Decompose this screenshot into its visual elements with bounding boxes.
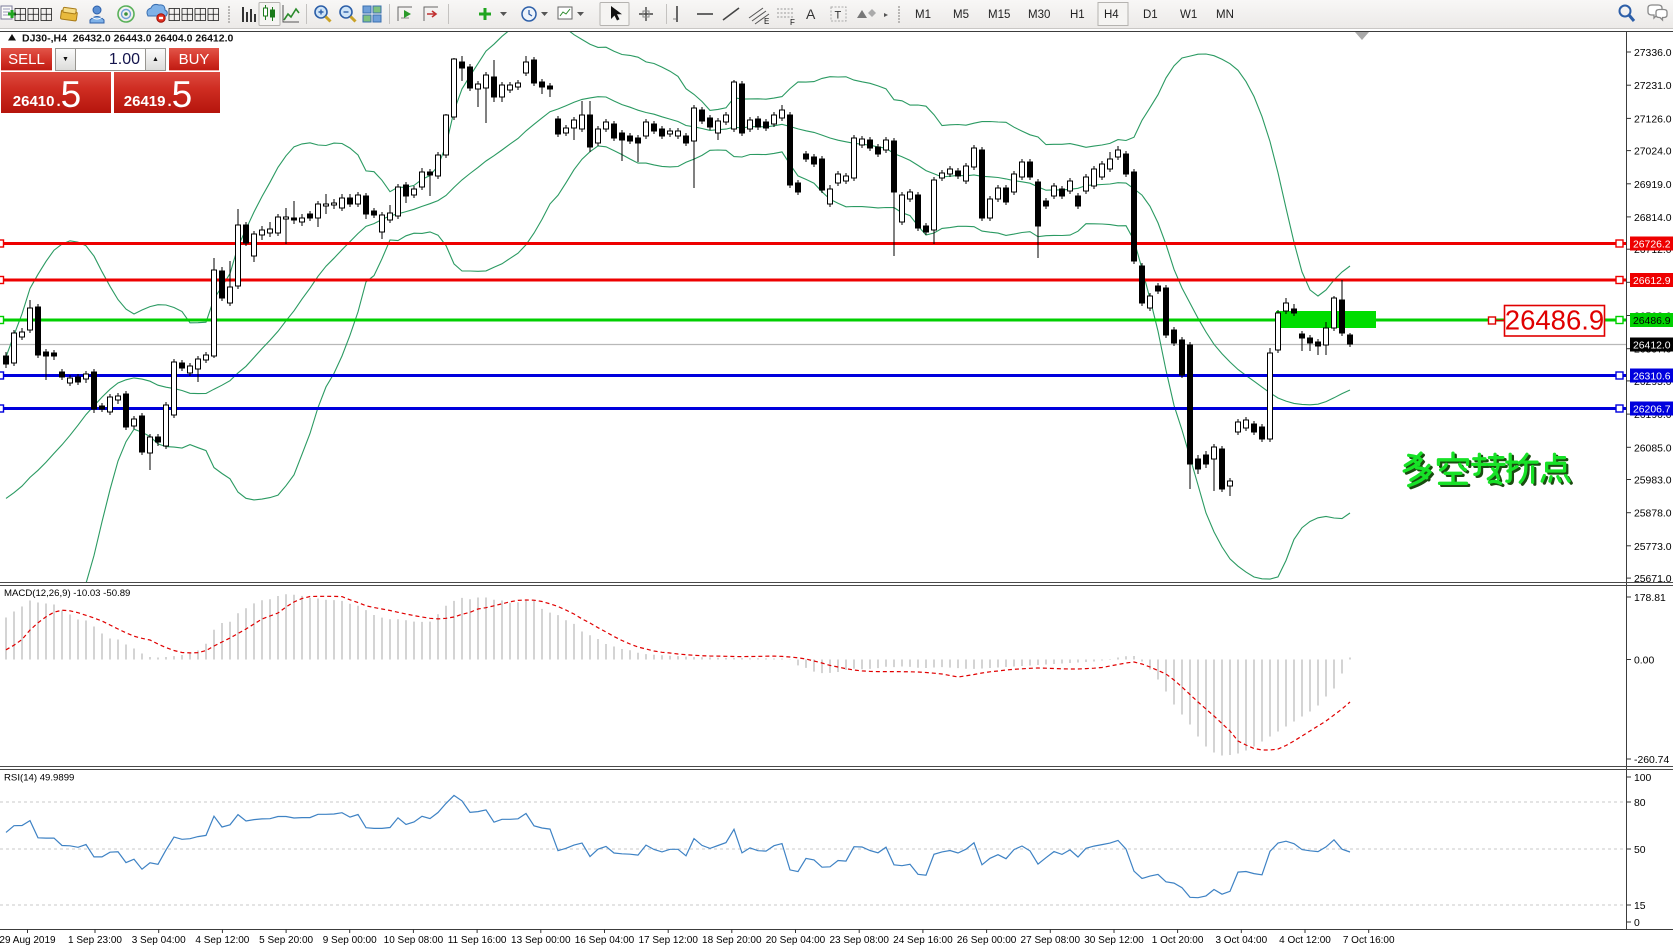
svg-text:13 Sep 00:00: 13 Sep 00:00 xyxy=(511,935,571,946)
svg-text:D1: D1 xyxy=(1143,9,1158,21)
svg-text:30 Sep 12:00: 30 Sep 12:00 xyxy=(1084,935,1144,946)
svg-text:T: T xyxy=(835,10,842,22)
svg-text:15: 15 xyxy=(1634,901,1646,912)
svg-text:26310.6: 26310.6 xyxy=(1633,372,1671,383)
svg-text:178.81: 178.81 xyxy=(1634,593,1666,604)
svg-text:3 Sep 04:00: 3 Sep 04:00 xyxy=(132,935,186,946)
svg-text:23 Sep 08:00: 23 Sep 08:00 xyxy=(829,935,889,946)
svg-text:80: 80 xyxy=(1634,798,1646,809)
svg-text:26919.0: 26919.0 xyxy=(1634,180,1672,191)
svg-text:26190.0: 26190.0 xyxy=(1634,410,1672,421)
svg-text:0.00: 0.00 xyxy=(1634,656,1654,667)
svg-text:17 Sep 12:00: 17 Sep 12:00 xyxy=(638,935,698,946)
svg-text:27231.0: 27231.0 xyxy=(1634,81,1672,92)
svg-text:26726.2: 26726.2 xyxy=(1633,240,1671,251)
svg-text:A: A xyxy=(806,6,816,22)
svg-text:27336.0: 27336.0 xyxy=(1634,48,1672,59)
svg-text:26712.0: 26712.0 xyxy=(1634,245,1672,256)
svg-text:50: 50 xyxy=(1634,845,1646,856)
svg-text:4 Sep 12:00: 4 Sep 12:00 xyxy=(195,935,249,946)
svg-text:MACD(12,26,9) -10.03 -50.89: MACD(12,26,9) -10.03 -50.89 xyxy=(4,588,130,599)
svg-text:M15: M15 xyxy=(988,9,1010,21)
svg-text:26814.0: 26814.0 xyxy=(1634,213,1672,224)
svg-text:-260.74: -260.74 xyxy=(1634,755,1669,766)
svg-text:5 Sep 20:00: 5 Sep 20:00 xyxy=(259,935,313,946)
svg-text:10 Sep 08:00: 10 Sep 08:00 xyxy=(384,935,444,946)
svg-text:11 Sep 16:00: 11 Sep 16:00 xyxy=(448,935,507,946)
svg-text:M5: M5 xyxy=(953,9,969,21)
svg-text:26 Sep 00:00: 26 Sep 00:00 xyxy=(957,935,1017,946)
svg-text:27 Sep 08:00: 27 Sep 08:00 xyxy=(1021,935,1081,946)
svg-text:25983.0: 25983.0 xyxy=(1634,476,1672,487)
svg-text:F: F xyxy=(790,18,795,27)
svg-text:26486.9: 26486.9 xyxy=(1633,316,1671,327)
svg-text:H1: H1 xyxy=(1070,9,1085,21)
svg-text:26486.9: 26486.9 xyxy=(1505,305,1604,336)
svg-text:27024.0: 27024.0 xyxy=(1634,147,1672,158)
svg-text:18 Sep 20:00: 18 Sep 20:00 xyxy=(702,935,762,946)
svg-text:29 Aug 2019: 29 Aug 2019 xyxy=(0,935,56,946)
svg-text:1 Oct 20:00: 1 Oct 20:00 xyxy=(1152,935,1204,946)
svg-text:M1: M1 xyxy=(915,9,931,21)
svg-text:26412.0: 26412.0 xyxy=(1633,341,1671,352)
svg-text:0: 0 xyxy=(1634,918,1640,929)
svg-text:7 Oct 16:00: 7 Oct 16:00 xyxy=(1343,935,1395,946)
svg-text:4 Oct 12:00: 4 Oct 12:00 xyxy=(1279,935,1331,946)
svg-text:26206.7: 26206.7 xyxy=(1633,405,1671,416)
svg-text:25878.0: 25878.0 xyxy=(1634,509,1672,520)
svg-text:W1: W1 xyxy=(1180,9,1197,21)
svg-text:DJ30-,H4 26432.0 26443.0 2640: DJ30-,H4 26432.0 26443.0 26404.0 26412.0 xyxy=(22,33,234,45)
svg-text:M30: M30 xyxy=(1028,9,1050,21)
svg-text:26612.9: 26612.9 xyxy=(1633,276,1671,287)
svg-text:24 Sep 16:00: 24 Sep 16:00 xyxy=(893,935,953,946)
svg-text:1 Sep 23:00: 1 Sep 23:00 xyxy=(68,935,122,946)
svg-text:H4: H4 xyxy=(1104,9,1119,21)
svg-text:26085.0: 26085.0 xyxy=(1634,443,1672,454)
svg-text:3 Oct 04:00: 3 Oct 04:00 xyxy=(1215,935,1267,946)
svg-text:25671.0: 25671.0 xyxy=(1634,574,1672,585)
svg-text:100: 100 xyxy=(1634,773,1652,784)
svg-text:E: E xyxy=(764,17,769,26)
svg-text:25773.0: 25773.0 xyxy=(1634,542,1672,553)
svg-text:16 Sep 04:00: 16 Sep 04:00 xyxy=(575,935,635,946)
svg-text:RSI(14) 49.9899: RSI(14) 49.9899 xyxy=(4,773,74,784)
svg-text:MN: MN xyxy=(1216,9,1234,21)
svg-text:20 Sep 04:00: 20 Sep 04:00 xyxy=(766,935,826,946)
svg-text:9 Sep 00:00: 9 Sep 00:00 xyxy=(323,935,377,946)
svg-text:27126.0: 27126.0 xyxy=(1634,114,1672,125)
